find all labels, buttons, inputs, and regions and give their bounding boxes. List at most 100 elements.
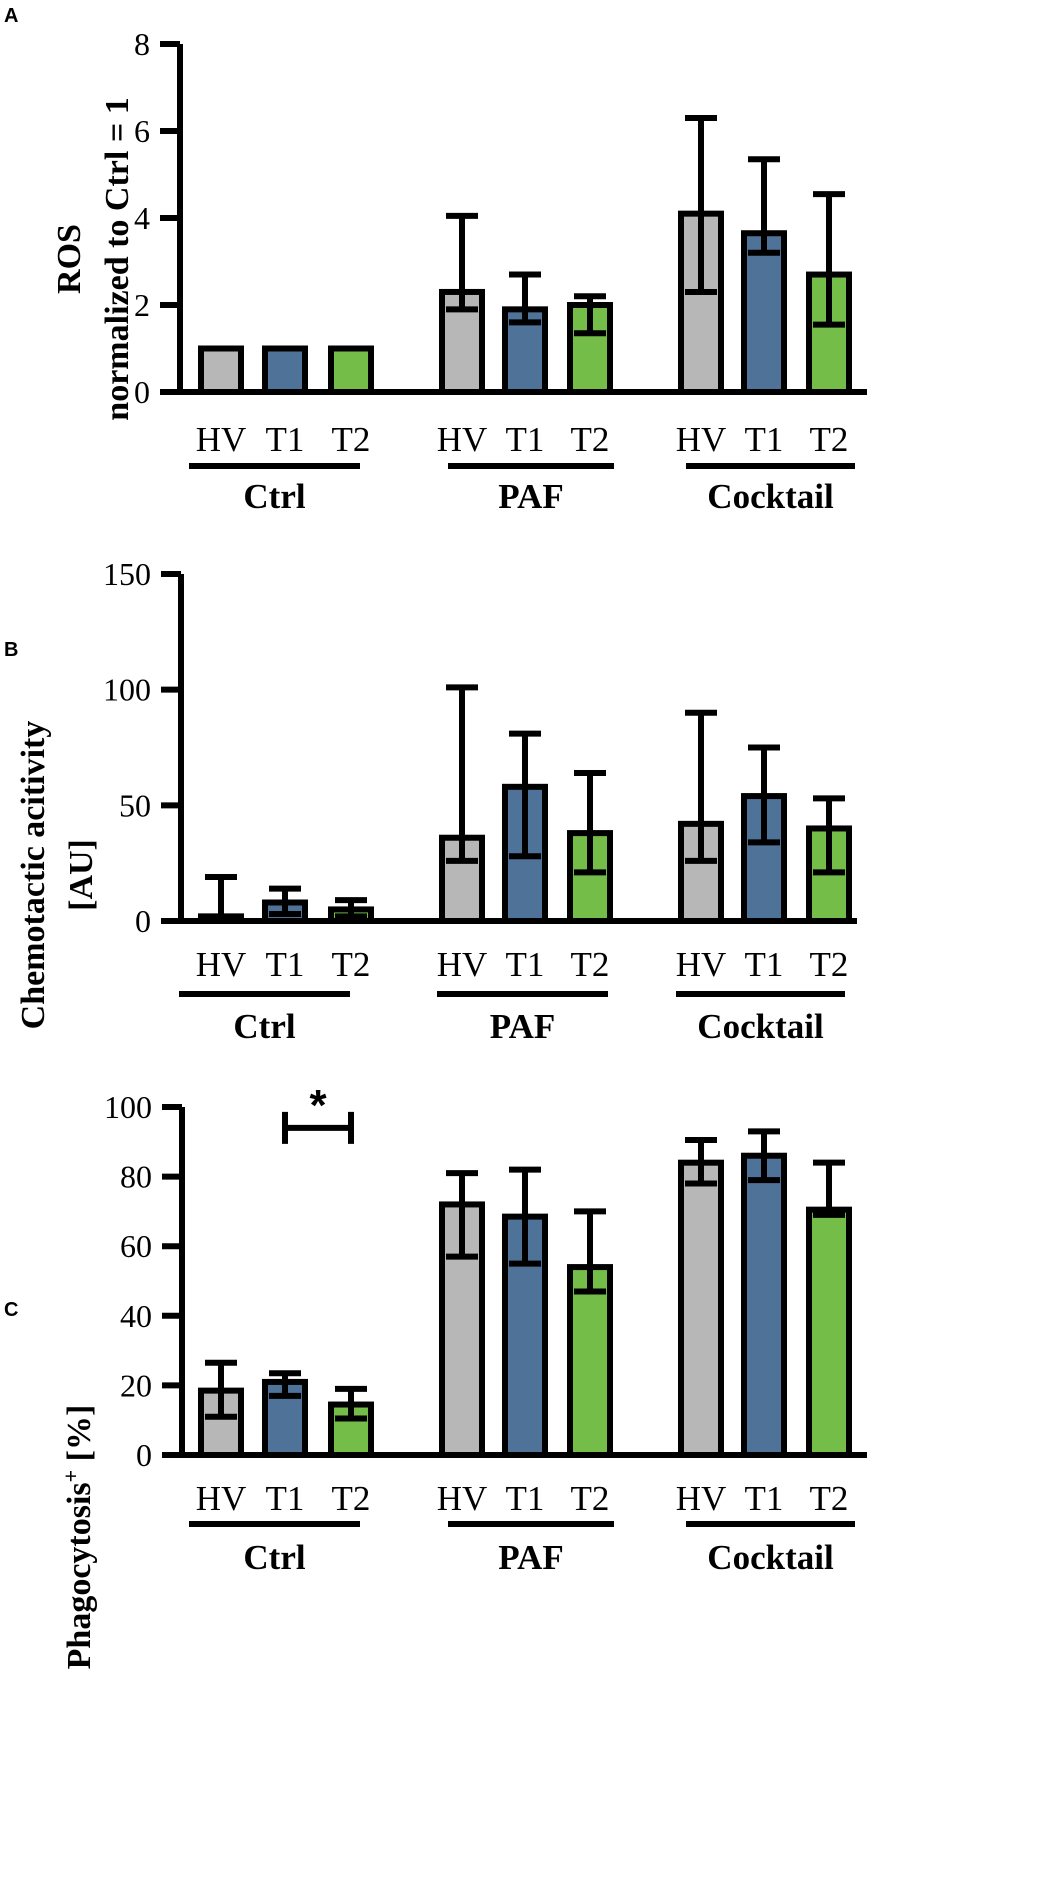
panel-a: A ROS normalized to Ctrl = 1 0 2 4 6 8 HV T1 T2… [4,5,867,516]
panel-a-y-tick-label: 2 [134,287,150,323]
panel-c-paf-hv-error-bar [446,1170,478,1260]
panel-b-y-tick-label: 100 [103,672,151,708]
panel-a-category-label: T1 [266,420,305,459]
panel-c-y-tick-label: 40 [120,1298,152,1334]
panel-b-ylabel-line1: Chemotactic acitivity [15,721,52,1030]
panel-c-ylabel-tail: [%] [61,1405,98,1470]
panel-c-significance-bracket [282,1111,354,1144]
panel-c-y-tick-label: 100 [104,1089,152,1125]
panel-letter-b: B [4,639,18,661]
panel-c-group-label: Cocktail [707,1538,834,1577]
panel-c-y-tick-label: 80 [120,1159,152,1195]
panel-a-cocktail-t2-error-bar [813,191,845,328]
panel-c-cocktail-t2-bar [806,1206,852,1459]
panel-b-category-label: T1 [745,945,784,984]
panel-c-cocktail-t1-error-bar [748,1128,780,1184]
panel-b-y-tick-label: 0 [135,903,151,939]
panel-c-ylabel-superscript: + [58,1470,83,1483]
panel-a-ctrl-hv-bar [198,345,244,395]
panel-a-paf-hv-error-bar [446,212,478,313]
panel-a-ylabel-line1: ROS [51,224,88,294]
panel-b-paf-hv-error-bar [446,684,478,864]
panel-a-group-label: Ctrl [243,477,305,516]
panel-c-cocktail-t1-bar [741,1152,787,1458]
panel-c-cocktail-t2-error-bar [813,1159,845,1218]
panel-a-group-label: PAF [498,477,563,516]
panel-c-category-label: HV [196,1479,247,1518]
panel-b: B Chemotactic acitivity [AU] 0 50 100 150 HV… [4,556,857,1046]
panel-c: C Phagocytosis+ [%] 0 20 40 60 80 100 HV T1 T2 Ct… [4,1081,867,1669]
panel-b-paf-t1-error-bar [509,730,541,860]
panel-c-cocktail-hv-error-bar [685,1137,717,1187]
panel-b-category-label: HV [437,945,488,984]
panel-c-category-label: HV [676,1479,727,1518]
panel-b-paf-t2-error-bar [574,769,606,876]
panel-c-ctrl-t1-error-bar [269,1370,301,1399]
panel-b-y-tick-label: 150 [103,556,151,592]
panel-c-ylabel-main: Phagocytosis [61,1482,98,1669]
panel-b-category-label: HV [676,945,727,984]
panel-b-cocktail-hv-error-bar [685,709,717,864]
panel-c-significance-star: * [309,1081,327,1130]
panel-c-category-label: T1 [266,1479,305,1518]
panel-c-ctrl-t2-error-bar [335,1385,367,1422]
panel-c-group-label: PAF [498,1538,563,1577]
panel-a-category-label: HV [676,420,727,459]
panel-letter-c: C [4,1299,18,1321]
panel-b-category-label: T2 [571,945,610,984]
panel-c-y-tick-label: 60 [120,1228,152,1264]
panel-c-category-label: T2 [571,1479,610,1518]
panel-c-paf-t2-bar [567,1264,613,1458]
panel-a-ylabel-line2: normalized to Ctrl = 1 [99,97,136,420]
panel-a-ctrl-t2-bar [328,345,374,395]
panel-a-category-label: T2 [332,420,371,459]
panel-a-cocktail-hv-error-bar [685,114,717,295]
panel-letter-a: A [4,5,18,27]
panel-c-paf-t2-error-bar [574,1208,606,1295]
panel-c-category-label: T1 [745,1479,784,1518]
panel-a-paf-t2-error-bar [574,293,606,337]
panel-b-category-label: T1 [266,945,305,984]
panel-b-ylabel-line2: [AU] [63,839,100,911]
panel-a-y-tick-label: 8 [134,26,150,62]
panel-b-group-label: Cocktail [697,1007,824,1046]
panel-a-category-label: T2 [571,420,610,459]
panel-b-cocktail-t1-error-bar [748,744,780,846]
panel-c-category-label: T2 [810,1479,849,1518]
panel-b-category-label: T2 [332,945,371,984]
panel-c-category-label: T2 [332,1479,371,1518]
panel-c-ctrl-hv-error-bar [205,1359,237,1420]
panel-b-group-label: Ctrl [233,1007,295,1046]
panel-a-paf-t1-error-bar [509,271,541,326]
panel-b-category-label: T1 [506,945,545,984]
panel-c-cocktail-hv-bar [678,1159,724,1459]
panel-b-category-label: T2 [810,945,849,984]
panel-c-y-tick-label: 0 [136,1437,152,1473]
panel-c-paf-t1-error-bar [509,1166,541,1267]
panel-a-category-label: HV [437,420,488,459]
panel-a-category-label: T1 [745,420,784,459]
panel-b-category-label: HV [196,945,247,984]
panel-a-category-label: T2 [810,420,849,459]
panel-a-y-tick-label: 4 [134,200,150,236]
panel-b-ctrl-t2-error-bar [335,897,367,920]
panel-c-category-label: T1 [506,1479,545,1518]
panel-c-group-label: Ctrl [243,1538,305,1577]
panel-a-ctrl-t1-bar [262,345,308,395]
panel-a-cocktail-t1-bar [741,230,787,395]
panel-a-y-tick-label: 6 [134,113,150,149]
panel-a-category-label: HV [196,420,247,459]
panel-c-ylabel: Phagocytosis+ [%] [58,1405,98,1670]
panel-b-y-tick-label: 50 [119,787,151,823]
panel-a-y-tick-label: 0 [134,374,150,410]
panel-b-group-label: PAF [490,1007,555,1046]
panel-a-group-label: Cocktail [707,477,834,516]
panel-c-y-tick-label: 20 [120,1367,152,1403]
panel-a-cocktail-t1-error-bar [748,156,780,256]
panel-b-ctrl-t1-error-bar [269,885,301,918]
panel-b-cocktail-t2-error-bar [813,795,845,876]
